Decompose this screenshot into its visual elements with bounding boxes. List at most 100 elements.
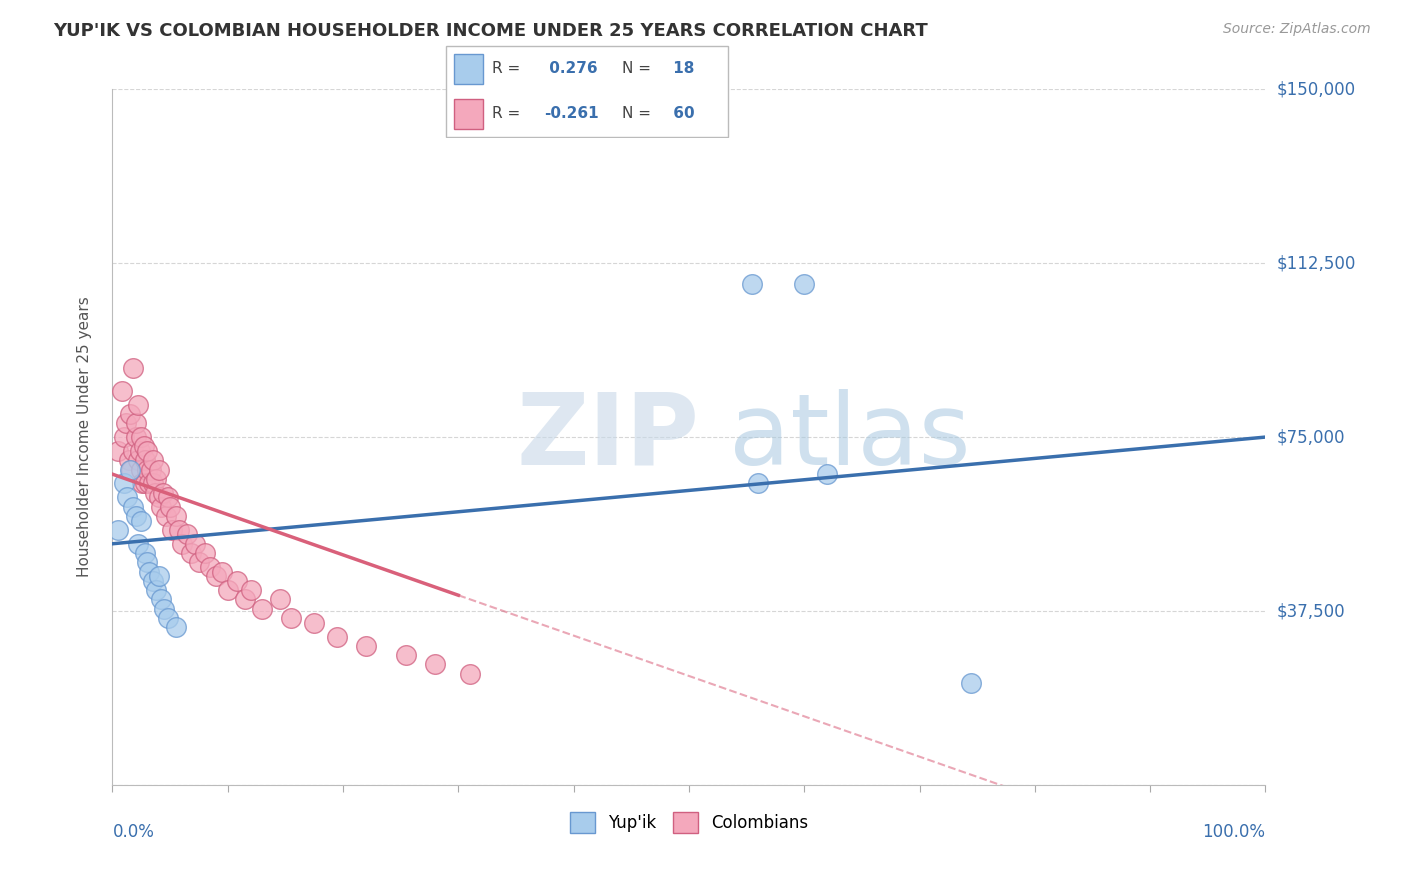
Point xyxy=(205,569,228,583)
Point xyxy=(115,416,138,430)
Point xyxy=(124,416,146,430)
Point xyxy=(304,615,326,630)
Point xyxy=(145,472,167,486)
Point xyxy=(107,523,129,537)
Point xyxy=(169,523,191,537)
Text: R =: R = xyxy=(492,106,524,121)
Text: N =: N = xyxy=(621,106,655,121)
Point xyxy=(200,560,222,574)
Point xyxy=(960,676,983,690)
Point xyxy=(395,648,418,662)
Point xyxy=(180,546,202,560)
Point xyxy=(111,384,134,398)
Text: $112,500: $112,500 xyxy=(1277,254,1355,272)
Text: -0.261: -0.261 xyxy=(544,106,599,121)
Point xyxy=(120,462,142,476)
Text: 0.276: 0.276 xyxy=(544,62,598,77)
Point xyxy=(239,583,262,598)
Point xyxy=(127,398,149,412)
Point xyxy=(165,620,187,634)
Point xyxy=(134,453,156,467)
Point xyxy=(118,462,141,476)
Point xyxy=(122,444,145,458)
Point xyxy=(129,514,153,528)
Point xyxy=(188,555,211,569)
Point xyxy=(152,485,174,500)
Point xyxy=(112,476,135,491)
Point xyxy=(127,537,149,551)
Point xyxy=(159,500,181,514)
Point xyxy=(136,462,159,476)
Point xyxy=(156,611,179,625)
Point xyxy=(148,462,170,476)
Point xyxy=(149,500,172,514)
Point xyxy=(226,574,249,588)
Point xyxy=(156,491,179,505)
Point xyxy=(122,360,145,375)
Point xyxy=(170,537,193,551)
Point xyxy=(815,467,838,482)
Y-axis label: Householder Income Under 25 years: Householder Income Under 25 years xyxy=(77,297,91,577)
Text: 0.0%: 0.0% xyxy=(112,823,155,841)
Point xyxy=(129,444,152,458)
Point xyxy=(107,444,129,458)
Point xyxy=(153,601,176,615)
Point xyxy=(117,453,139,467)
Text: Source: ZipAtlas.com: Source: ZipAtlas.com xyxy=(1223,22,1371,37)
Point xyxy=(793,277,815,291)
Point xyxy=(134,546,156,560)
Text: 18: 18 xyxy=(668,62,695,77)
Point xyxy=(458,666,481,681)
Point xyxy=(142,476,165,491)
Point xyxy=(138,565,160,579)
Point xyxy=(136,444,159,458)
Point xyxy=(148,491,170,505)
Point xyxy=(142,453,165,467)
Bar xyxy=(454,54,484,84)
Point xyxy=(148,569,170,583)
Bar xyxy=(454,99,484,129)
Text: R =: R = xyxy=(492,62,524,77)
Point xyxy=(165,508,187,523)
Point xyxy=(155,508,177,523)
Point xyxy=(233,592,256,607)
Point xyxy=(134,476,156,491)
Text: 100.0%: 100.0% xyxy=(1202,823,1265,841)
Point xyxy=(142,574,165,588)
Text: $37,500: $37,500 xyxy=(1277,602,1346,620)
Point xyxy=(124,430,146,444)
Legend: Yup'ik, Colombians: Yup'ik, Colombians xyxy=(562,805,815,839)
Point xyxy=(269,592,291,607)
Point xyxy=(162,523,184,537)
Point xyxy=(122,500,145,514)
Text: YUP'IK VS COLOMBIAN HOUSEHOLDER INCOME UNDER 25 YEARS CORRELATION CHART: YUP'IK VS COLOMBIAN HOUSEHOLDER INCOME U… xyxy=(53,22,928,40)
Text: N =: N = xyxy=(621,62,655,77)
Text: $150,000: $150,000 xyxy=(1277,80,1355,98)
Point xyxy=(194,546,217,560)
Point xyxy=(136,555,159,569)
Point xyxy=(211,565,233,579)
Point xyxy=(425,657,447,672)
Point xyxy=(184,537,207,551)
Point xyxy=(176,527,198,541)
Point xyxy=(124,508,146,523)
Point xyxy=(252,601,274,615)
Point xyxy=(741,277,763,291)
Point xyxy=(354,639,377,653)
Point xyxy=(129,462,153,476)
Point xyxy=(132,439,155,453)
Text: atlas: atlas xyxy=(730,389,972,485)
Point xyxy=(139,462,162,476)
Text: ZIP: ZIP xyxy=(516,389,699,485)
Point xyxy=(131,476,153,491)
FancyBboxPatch shape xyxy=(446,45,728,137)
Point xyxy=(280,611,302,625)
Point xyxy=(747,476,769,491)
Point xyxy=(117,491,139,505)
Point xyxy=(326,630,349,644)
Point xyxy=(118,407,141,421)
Point xyxy=(217,583,239,598)
Point xyxy=(143,485,166,500)
Point xyxy=(112,430,135,444)
Point xyxy=(138,476,160,491)
